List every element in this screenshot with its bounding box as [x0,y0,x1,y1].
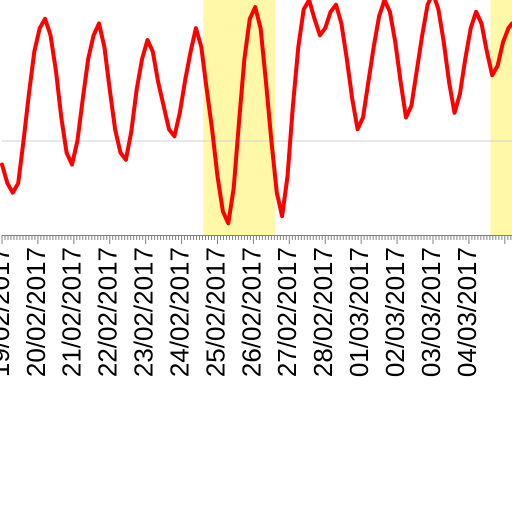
x-tick-label: 03/03/2017 [416,247,446,377]
x-tick-label: 23/02/2017 [129,247,159,377]
x-tick-label: 21/02/2017 [57,247,87,377]
x-tick-label: 20/02/2017 [21,247,51,377]
time-series-chart: 20/02/201721/02/201722/02/201723/02/2017… [0,0,512,512]
x-tick-label: 04/03/2017 [452,247,482,377]
x-tick-label: 22/02/2017 [93,247,123,377]
x-tick-label: 28/02/2017 [308,247,338,377]
x-tick-label: 27/02/2017 [272,247,302,377]
x-tick-label: 25/02/2017 [200,247,230,377]
x-tick-label: 02/03/2017 [380,247,410,377]
x-tick-label: 26/02/2017 [236,247,266,377]
x-tick-label: 24/02/2017 [164,247,194,377]
x-tick-label: 19/02/2017 [0,247,15,377]
highlight-band-1 [490,0,512,235]
x-tick-label: 01/03/2017 [344,247,374,377]
